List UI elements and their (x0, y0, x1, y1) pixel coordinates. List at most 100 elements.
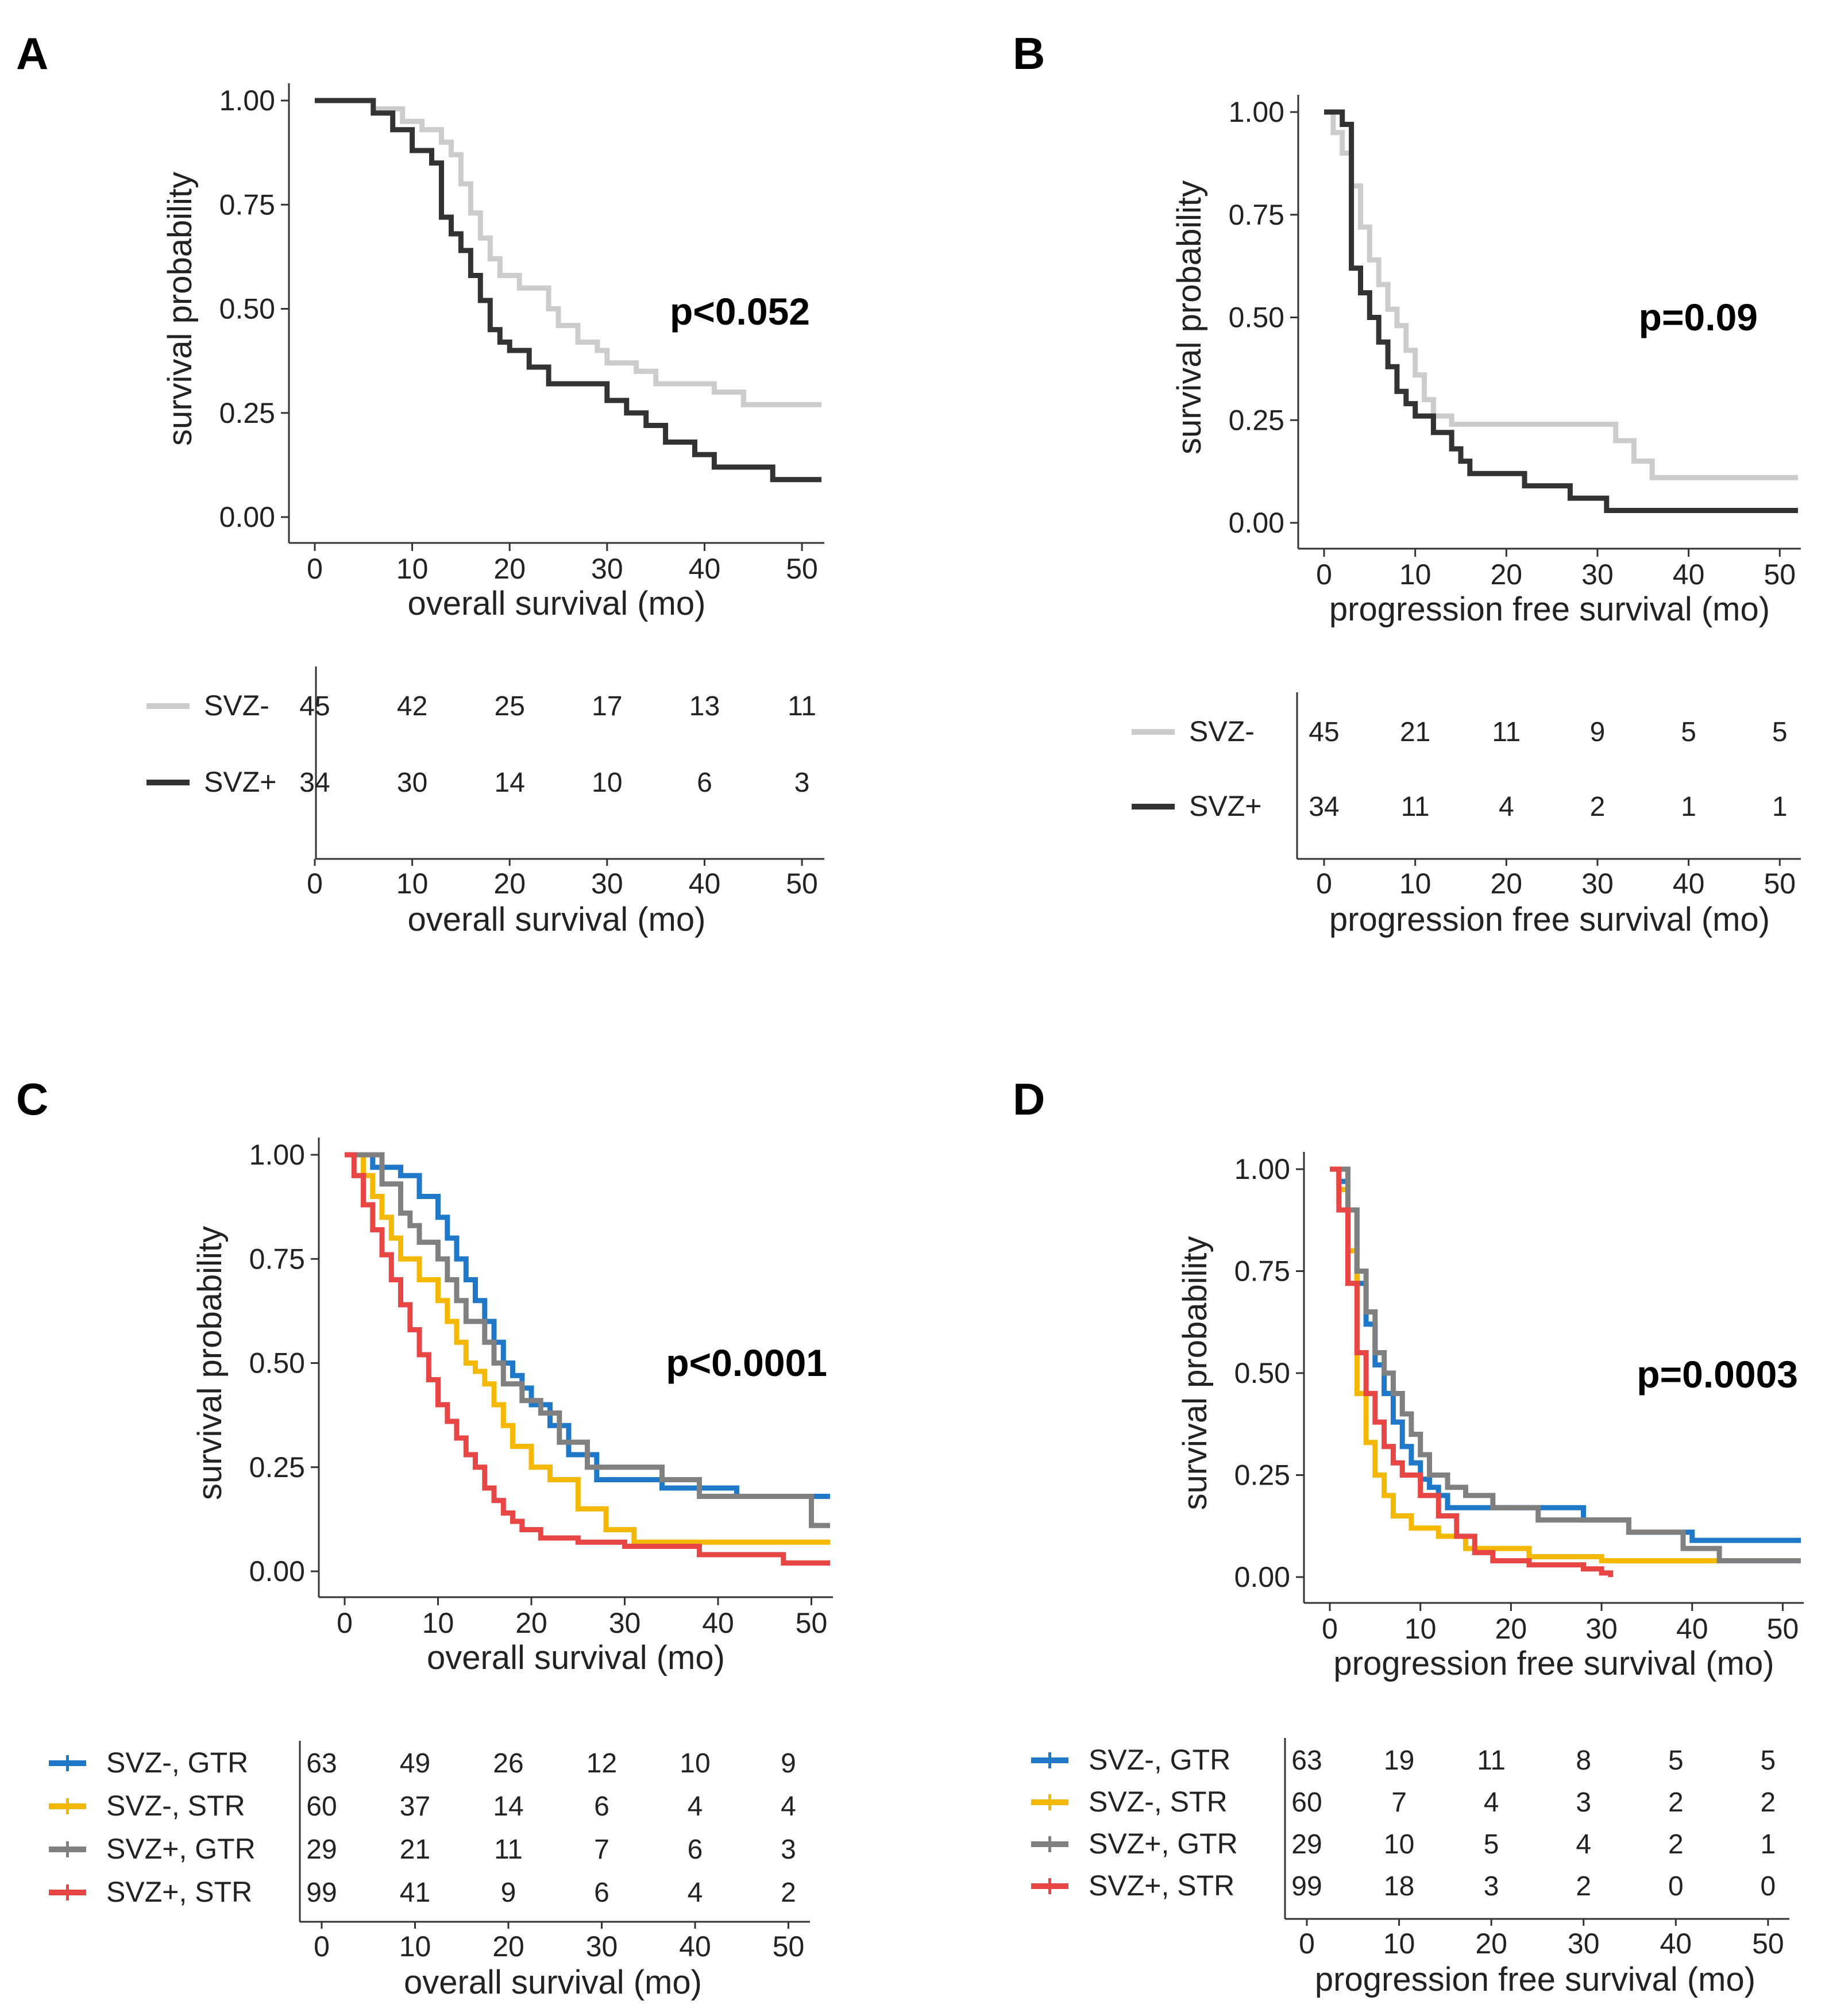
y-tick-label: 0.75 (1234, 1255, 1290, 1288)
at-risk-count: 18 (1384, 1871, 1414, 1902)
at-risk-count: 11 (1401, 792, 1430, 822)
risk-x-tick-label: 40 (1660, 1928, 1692, 1960)
legend-label: SVZ+ (1189, 790, 1261, 822)
at-risk-count: 2 (781, 1878, 796, 1908)
panel-label: D (1013, 1074, 1045, 1124)
at-risk-count: 12 (586, 1748, 617, 1779)
risk-x-tick-label: 0 (1299, 1928, 1315, 1960)
at-risk-count: 21 (400, 1834, 430, 1865)
at-risk-count: 11 (494, 1834, 523, 1865)
at-risk-count: 2 (1761, 1787, 1776, 1818)
x-tick-label: 20 (493, 553, 526, 585)
at-risk-count: 4 (688, 1878, 703, 1908)
at-risk-count: 6 (697, 768, 712, 798)
x-axis-title: overall survival (mo) (408, 585, 706, 622)
risk-x-axis-title: progression free survival (mo) (1315, 1961, 1755, 1998)
at-risk-count: 63 (306, 1748, 337, 1779)
risk-x-tick-label: 20 (1475, 1928, 1507, 1960)
legend-label: SVZ-, GTR (106, 1747, 248, 1779)
at-risk-count: 9 (501, 1878, 516, 1908)
legend-label: SVZ-, GTR (1089, 1744, 1230, 1776)
risk-x-axis-title: overall survival (mo) (408, 901, 706, 938)
y-tick-label: 0.50 (1234, 1357, 1290, 1389)
at-risk-count: 2 (1668, 1829, 1684, 1860)
at-risk-count: 49 (400, 1748, 430, 1779)
at-risk-count: 63 (1291, 1745, 1322, 1776)
y-tick-label: 0.50 (249, 1347, 305, 1379)
at-risk-count: 29 (1291, 1829, 1322, 1860)
at-risk-count: 0 (1668, 1871, 1684, 1902)
panel-label: C (16, 1074, 48, 1124)
legend-label: SVZ+ (204, 766, 276, 798)
risk-x-tick-label: 10 (1399, 868, 1431, 900)
legend-label: SVZ- (204, 689, 269, 722)
x-tick-label: 30 (609, 1607, 641, 1639)
x-axis-title: progression free survival (mo) (1329, 591, 1770, 628)
x-tick-label: 20 (1495, 1613, 1527, 1645)
legend-label: SVZ+, GTR (1089, 1828, 1238, 1860)
x-tick-label: 10 (1404, 1613, 1437, 1645)
survival-curve-svz-gtr (345, 1152, 830, 1528)
at-risk-count: 11 (1477, 1745, 1506, 1776)
x-tick-label: 0 (1322, 1613, 1338, 1645)
at-risk-count: 34 (1309, 792, 1339, 822)
panel-label: B (1013, 28, 1045, 79)
at-risk-count: 5 (1761, 1745, 1776, 1776)
at-risk-count: 4 (688, 1791, 703, 1822)
y-tick-label: 1.00 (1229, 96, 1284, 128)
x-tick-label: 40 (689, 553, 721, 585)
risk-x-tick-label: 50 (786, 868, 818, 900)
survival-curve-svz-str (345, 1152, 830, 1566)
risk-x-tick-label: 30 (586, 1930, 618, 1963)
risk-x-tick-label: 40 (689, 868, 721, 900)
at-risk-count: 99 (1291, 1871, 1322, 1902)
y-tick-label: 1.00 (249, 1139, 305, 1171)
at-risk-count: 37 (400, 1791, 430, 1822)
p-value-annotation: p<0.052 (670, 290, 810, 333)
x-tick-label: 50 (1764, 558, 1796, 591)
panel-c: C0.000.250.500.751.000 10 20 30 40 50overall … (16, 1074, 833, 2001)
survival-curve-svz-str (345, 1152, 830, 1545)
x-tick-label: 30 (1581, 558, 1614, 591)
risk-x-tick-label: 20 (1490, 868, 1522, 900)
y-tick-label: 1.00 (1234, 1153, 1290, 1185)
y-tick-label: 0.50 (1229, 302, 1284, 334)
at-risk-count: 5 (1681, 717, 1696, 747)
at-risk-count: 3 (1484, 1871, 1499, 1902)
at-risk-count: 6 (594, 1878, 609, 1908)
risk-x-tick-label: 40 (679, 1930, 711, 1963)
at-risk-count: 26 (493, 1748, 523, 1779)
at-risk-count: 6 (688, 1834, 703, 1865)
at-risk-count: 11 (1492, 717, 1521, 747)
at-risk-count: 60 (306, 1791, 337, 1822)
x-tick-label: 10 (396, 553, 429, 585)
survival-curve-svz-str (1330, 1166, 1801, 1564)
survival-curve-svz-str (1330, 1166, 1614, 1577)
at-risk-count: 11 (788, 691, 816, 722)
at-risk-count: 4 (1576, 1829, 1591, 1860)
x-tick-label: 30 (591, 553, 623, 585)
risk-x-tick-label: 40 (1673, 868, 1705, 900)
at-risk-count: 3 (794, 768, 810, 798)
at-risk-count: 1 (1761, 1829, 1776, 1860)
at-risk-count: 10 (680, 1748, 710, 1779)
survival-curve-svz (315, 98, 821, 483)
at-risk-count: 34 (299, 768, 330, 798)
at-risk-count: 14 (495, 768, 525, 798)
at-risk-count: 1 (1772, 792, 1788, 822)
at-risk-count: 2 (1576, 1871, 1591, 1902)
at-risk-count: 3 (1576, 1787, 1591, 1818)
y-tick-label: 1.00 (219, 84, 275, 117)
at-risk-count: 4 (1484, 1787, 1499, 1818)
at-risk-count: 4 (1499, 792, 1514, 822)
x-tick-label: 40 (1676, 1613, 1708, 1645)
at-risk-count: 42 (397, 691, 427, 722)
y-axis-title: survival probability (1171, 180, 1208, 454)
p-value-annotation: p=0.0003 (1637, 1353, 1798, 1396)
y-axis-title: survival probability (161, 172, 199, 446)
x-tick-label: 40 (702, 1607, 734, 1639)
risk-x-tick-label: 30 (1581, 868, 1614, 900)
at-risk-count: 17 (592, 691, 622, 722)
